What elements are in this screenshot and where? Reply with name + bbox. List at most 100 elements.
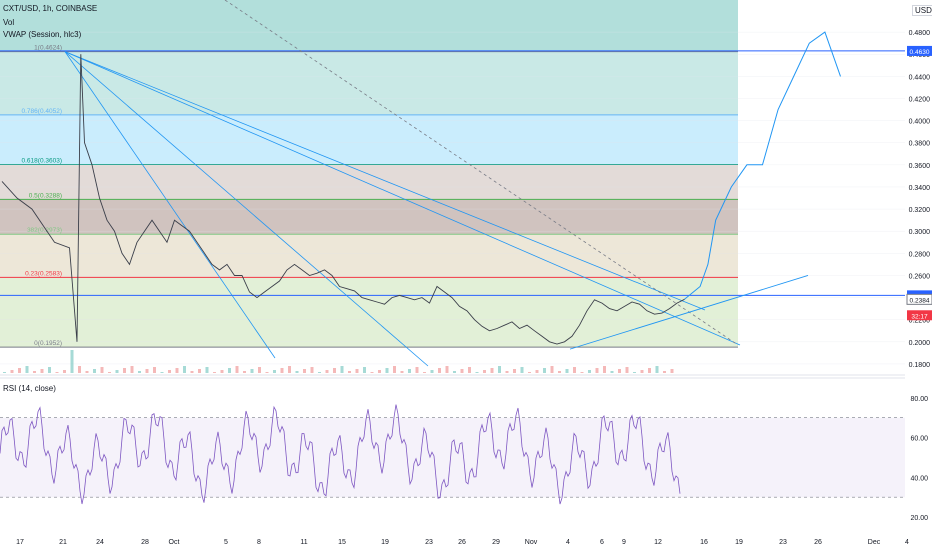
symbol-title: CXT/USD, 1h, COINBASE [3, 4, 98, 13]
price-series-line [1, 54, 685, 345]
volume-bar [618, 369, 621, 373]
volume-bar [303, 369, 306, 373]
price-tag-label: 32:17 [911, 313, 928, 320]
fib-level-label: 382(0.2973) [27, 227, 62, 234]
trend-fan-line [64, 51, 741, 346]
price-tick-label: 0.4000 [909, 119, 931, 126]
volume-bar [513, 369, 516, 373]
volume-bar [220, 370, 224, 373]
volume-bar [3, 372, 6, 373]
volume-bar [573, 367, 576, 373]
volume-bar [528, 372, 531, 373]
price-tag-box [907, 310, 932, 321]
volume-bar [415, 367, 419, 373]
projection-path [684, 31, 841, 300]
price-tag-box [907, 45, 932, 56]
volume-bar [70, 350, 74, 373]
volume-bar [333, 368, 336, 373]
volume-bar [498, 366, 501, 373]
volume-bar [640, 370, 644, 373]
volume-bar [378, 370, 381, 373]
time-tick-label: 26 [814, 539, 822, 546]
time-tick-label: 11 [300, 539, 307, 546]
volume-bar [325, 370, 329, 373]
volume-bar [295, 371, 299, 373]
fib-zone-top [0, 0, 738, 52]
volume-bar [595, 368, 599, 373]
volume-bar [190, 371, 194, 373]
volume-bar [288, 366, 291, 373]
volume-bar [550, 366, 554, 373]
rsi-line [0, 404, 681, 505]
volume-bar [558, 371, 561, 373]
fib-zone-2 [0, 164, 738, 200]
volume-bar [633, 372, 636, 373]
fib-level-label: 1(0.4624) [34, 45, 62, 52]
time-tick-label: 19 [381, 539, 389, 546]
volume-bar [460, 369, 464, 373]
volume-bar [385, 368, 389, 373]
time-tick-label: 19 [735, 539, 743, 546]
volume-bar [535, 370, 539, 373]
volume-bar [123, 368, 126, 373]
time-tick-label: 4 [566, 539, 570, 546]
time-tick-label: 23 [425, 539, 433, 546]
volume-bar [520, 367, 524, 373]
volume-bar [160, 372, 164, 373]
volume-bar [655, 366, 659, 373]
trend-fan-line [64, 51, 706, 311]
rsi-tick-label: 60.00 [910, 436, 928, 443]
fib-zone-3 [0, 199, 738, 235]
volume-bar [280, 368, 284, 373]
volume-bar [115, 370, 119, 373]
volume-bar [138, 371, 141, 373]
volume-bar [610, 371, 614, 373]
fib-zone-4 [0, 234, 738, 278]
volume-bar [93, 369, 96, 373]
time-tick-label: 9 [622, 539, 626, 546]
volume-bar [363, 367, 366, 373]
fib-level-label: 0.5(0.3288) [29, 192, 62, 199]
time-tick-label: 6 [600, 539, 604, 546]
time-tick-label: 24 [96, 539, 104, 546]
volume-bar [18, 368, 21, 373]
volume-bar [205, 367, 209, 373]
time-tick-label: Oct [169, 539, 180, 546]
price-tick-label: 0.2200 [909, 318, 931, 325]
rsi-band [0, 417, 905, 498]
volume-bar [265, 372, 269, 373]
volume-bar [10, 370, 14, 373]
volume-bar [648, 368, 651, 373]
volume-bar [438, 368, 441, 373]
volume-bar [453, 371, 456, 373]
currency-label[interactable]: USD [912, 5, 932, 16]
volume-bar [625, 367, 629, 373]
volume-bar [348, 371, 351, 373]
fib-level-label: 0.618(0.3603) [22, 158, 62, 165]
price-tag-label: 0.2384 [910, 297, 930, 304]
volume-bar [250, 369, 254, 373]
volume-bar [400, 371, 404, 373]
time-tick-label: 5 [224, 539, 228, 546]
price-tick-label: 0.2000 [909, 340, 931, 347]
price-tick-label: 0.2800 [909, 251, 931, 258]
volume-bar [310, 367, 314, 373]
rsi-tick-label: 80.00 [910, 396, 928, 403]
price-tick-label: 0.3400 [909, 185, 931, 192]
price-tag-box [906, 293, 932, 305]
support-trend-line [569, 275, 809, 350]
volume-bar [393, 366, 396, 373]
time-tick-label: 12 [654, 539, 662, 546]
fib-level-label: 0(0.1952) [34, 340, 62, 347]
volume-label: Vol [3, 18, 15, 27]
volume-bar [475, 372, 479, 373]
trend-fan-line [64, 51, 429, 367]
time-tick-label: 28 [141, 539, 149, 546]
volume-bar [25, 366, 29, 373]
volume-bar [430, 370, 434, 373]
volume-bar [490, 368, 494, 373]
rsi-tick-label: 20.00 [910, 515, 928, 522]
volume-bar [243, 371, 246, 373]
